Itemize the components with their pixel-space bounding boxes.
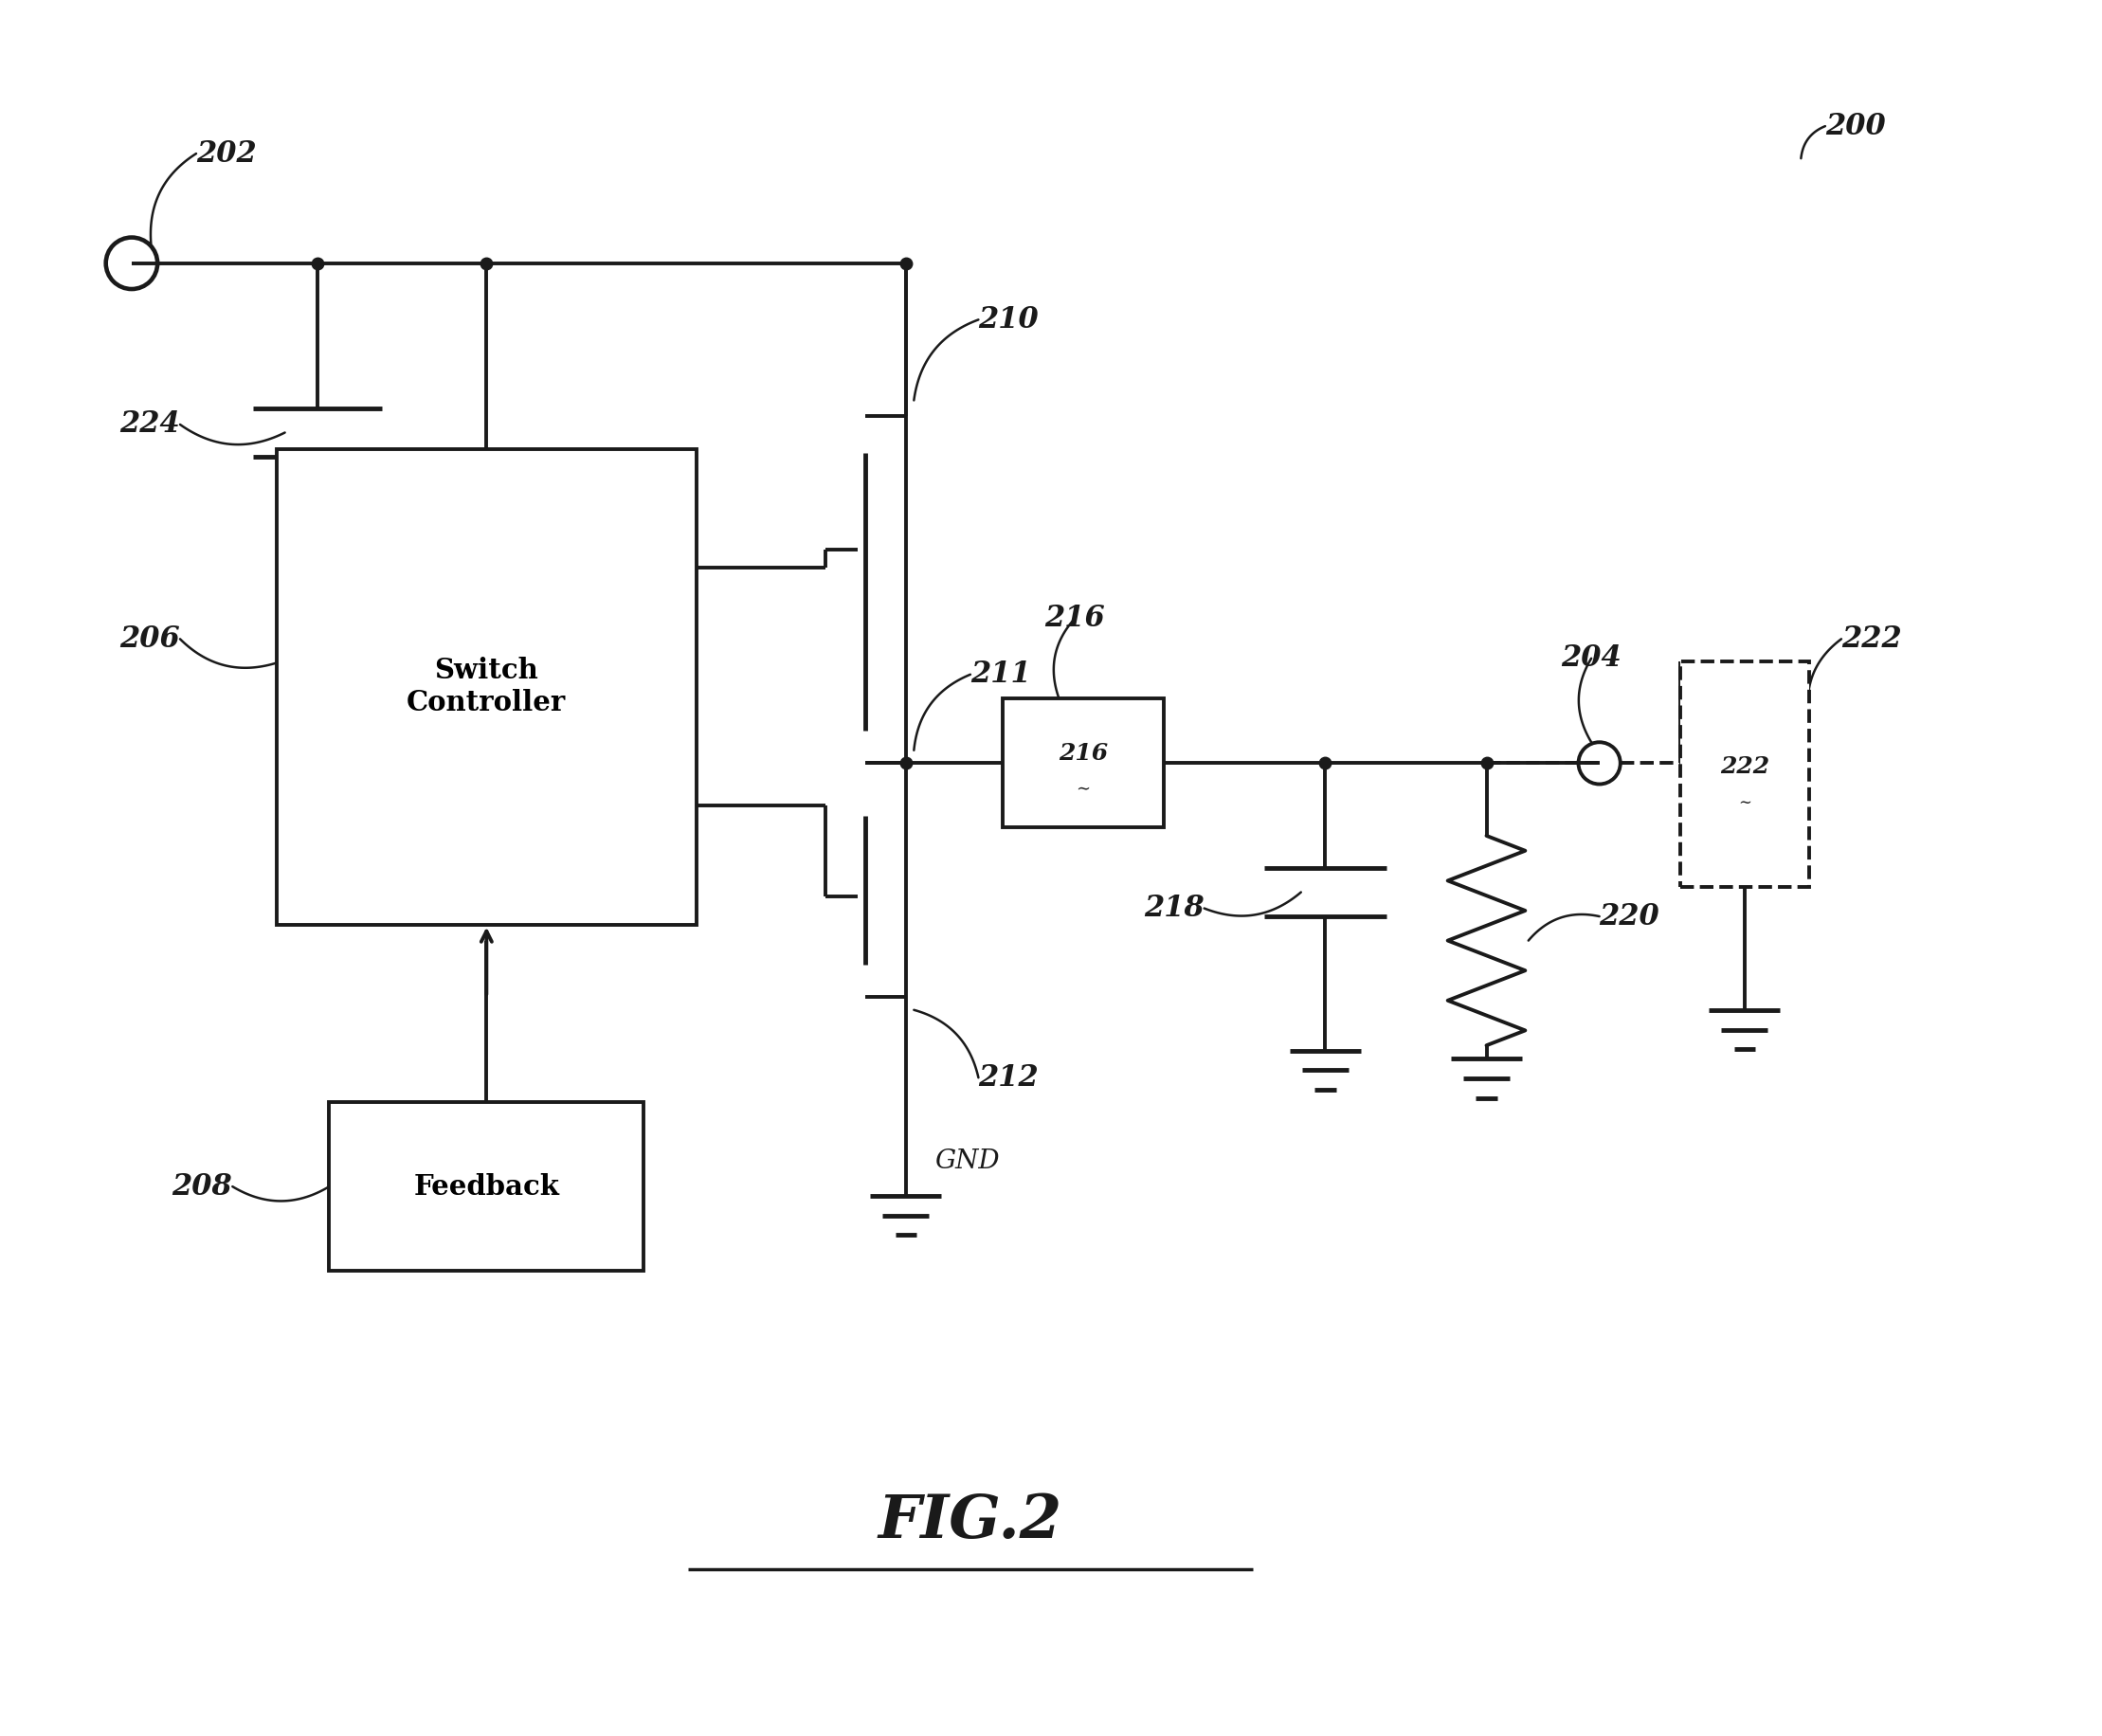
Text: 208: 208: [172, 1172, 233, 1201]
Text: ∼: ∼: [1738, 795, 1751, 811]
Text: 222: 222: [1841, 625, 1902, 654]
Text: FIG.2: FIG.2: [879, 1491, 1062, 1550]
Text: 200: 200: [1825, 111, 1885, 141]
Text: 204: 204: [1562, 644, 1621, 674]
Text: Feedback: Feedback: [414, 1174, 559, 1200]
Text: 212: 212: [977, 1062, 1038, 1092]
Text: 222: 222: [1719, 755, 1770, 778]
Text: 224: 224: [120, 410, 181, 439]
Bar: [1679, 661, 1810, 887]
Text: GND: GND: [935, 1149, 1001, 1175]
Bar: [330, 1102, 643, 1271]
Bar: [277, 448, 696, 925]
Text: 216: 216: [1059, 741, 1108, 766]
Text: 220: 220: [1600, 901, 1661, 930]
Text: 210: 210: [977, 306, 1038, 335]
Text: 216: 216: [1045, 604, 1106, 632]
Text: 218: 218: [1143, 894, 1204, 924]
Text: Switch
Controller: Switch Controller: [408, 656, 565, 717]
Bar: [1003, 698, 1165, 828]
Text: 211: 211: [971, 660, 1030, 689]
Text: 206: 206: [120, 625, 181, 654]
Text: ∼: ∼: [1076, 781, 1091, 797]
Text: 202: 202: [195, 139, 256, 168]
